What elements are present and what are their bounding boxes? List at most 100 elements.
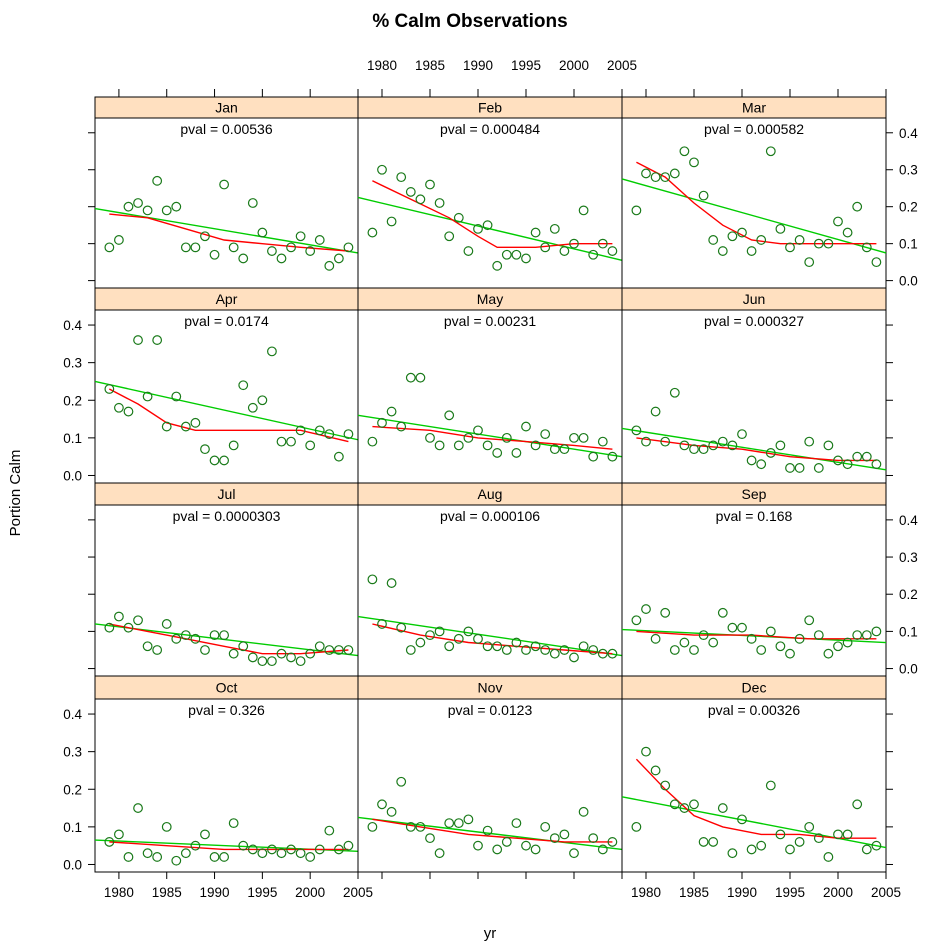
data-point xyxy=(746,633,757,644)
pval-label-jun: pval = 0.000327 xyxy=(704,313,804,329)
data-point xyxy=(333,253,344,264)
data-point xyxy=(578,205,589,216)
y-tick-label: 0.3 xyxy=(63,356,82,371)
data-point xyxy=(463,246,474,256)
data-point xyxy=(343,429,354,440)
data-point xyxy=(530,641,541,652)
data-point xyxy=(833,641,843,652)
strip-label-oct: Oct xyxy=(216,680,238,696)
data-point xyxy=(794,633,805,644)
strip-label-aug: Aug xyxy=(478,486,503,502)
data-point xyxy=(842,637,853,648)
data-point xyxy=(171,201,182,212)
data-point xyxy=(569,652,579,663)
data-point xyxy=(180,242,191,253)
panel-feb: Feb pval = 0.000484 xyxy=(357,96,623,289)
data-point xyxy=(305,648,316,659)
data-point xyxy=(396,172,407,183)
data-point xyxy=(473,840,483,851)
data-point xyxy=(549,444,560,455)
data-point xyxy=(114,402,124,413)
data-point xyxy=(492,448,503,458)
data-point xyxy=(559,645,570,655)
data-point xyxy=(794,463,805,473)
y-tick-label: 0.2 xyxy=(899,587,918,602)
data-point xyxy=(607,648,618,659)
data-point xyxy=(171,633,182,644)
data-point xyxy=(842,459,853,470)
data-point xyxy=(305,852,316,862)
data-point xyxy=(794,837,805,847)
y-tick-label: 0.2 xyxy=(899,200,918,215)
data-point xyxy=(386,806,397,817)
data-point xyxy=(386,578,397,588)
data-point xyxy=(152,175,163,186)
data-point xyxy=(276,848,287,859)
data-point xyxy=(142,641,153,652)
data-point xyxy=(597,844,608,855)
data-point xyxy=(871,840,882,851)
x-tick-label: 1980 xyxy=(104,885,134,900)
data-point xyxy=(377,417,387,428)
data-point xyxy=(813,463,824,473)
y-tick-label: 0.1 xyxy=(899,624,918,639)
data-point xyxy=(343,242,354,253)
data-point xyxy=(521,421,531,432)
data-point xyxy=(679,803,690,813)
data-point xyxy=(180,848,191,859)
data-point xyxy=(123,622,134,633)
loess-line-jul xyxy=(109,623,349,655)
strip-label-feb: Feb xyxy=(478,100,502,116)
data-point xyxy=(238,840,249,851)
data-point xyxy=(660,436,671,447)
data-point xyxy=(540,645,551,655)
data-point xyxy=(257,656,268,667)
data-point xyxy=(746,246,757,256)
data-point xyxy=(343,840,354,851)
x-tick-label: 1995 xyxy=(775,885,805,900)
pval-label-sep: pval = 0.168 xyxy=(716,508,793,524)
data-point xyxy=(200,444,210,455)
data-point xyxy=(482,220,493,231)
data-point xyxy=(142,391,153,402)
data-point xyxy=(852,630,863,641)
data-point xyxy=(492,260,503,271)
data-point xyxy=(219,179,230,190)
x-tick-label: 1980 xyxy=(367,58,397,73)
data-point xyxy=(804,615,815,626)
y-tick-label: 0.3 xyxy=(63,745,82,760)
data-point xyxy=(813,833,824,844)
data-point xyxy=(842,227,853,238)
panel-may: May pval = 0.00231 xyxy=(357,287,623,484)
data-point xyxy=(737,622,747,633)
data-point xyxy=(276,436,287,447)
pval-label-jan: pval = 0.00536 xyxy=(180,121,272,137)
data-point xyxy=(190,417,201,428)
data-point xyxy=(679,146,690,157)
chart-title: % Calm Observations xyxy=(372,11,567,32)
data-point xyxy=(228,440,239,451)
data-point xyxy=(295,656,306,667)
data-point xyxy=(588,451,599,462)
data-point xyxy=(396,421,407,432)
panel-mar: Mar pval = 0.000582 xyxy=(621,96,887,289)
data-point xyxy=(228,242,239,253)
loess-line-dec xyxy=(635,758,877,839)
data-point xyxy=(133,198,143,208)
data-point xyxy=(833,216,843,227)
data-point xyxy=(698,630,709,641)
data-point xyxy=(314,235,325,245)
data-point xyxy=(823,440,834,451)
data-point xyxy=(434,626,445,637)
data-point xyxy=(775,829,786,840)
panel-aug: Aug pval = 0.000106 xyxy=(357,482,623,677)
data-point xyxy=(765,626,776,637)
data-point xyxy=(114,829,124,840)
data-point xyxy=(559,246,570,256)
data-point xyxy=(200,829,210,840)
data-point xyxy=(219,630,230,641)
data-point xyxy=(511,818,522,829)
data-point xyxy=(434,848,445,859)
data-point xyxy=(569,848,579,859)
loess-line-may xyxy=(372,425,613,450)
